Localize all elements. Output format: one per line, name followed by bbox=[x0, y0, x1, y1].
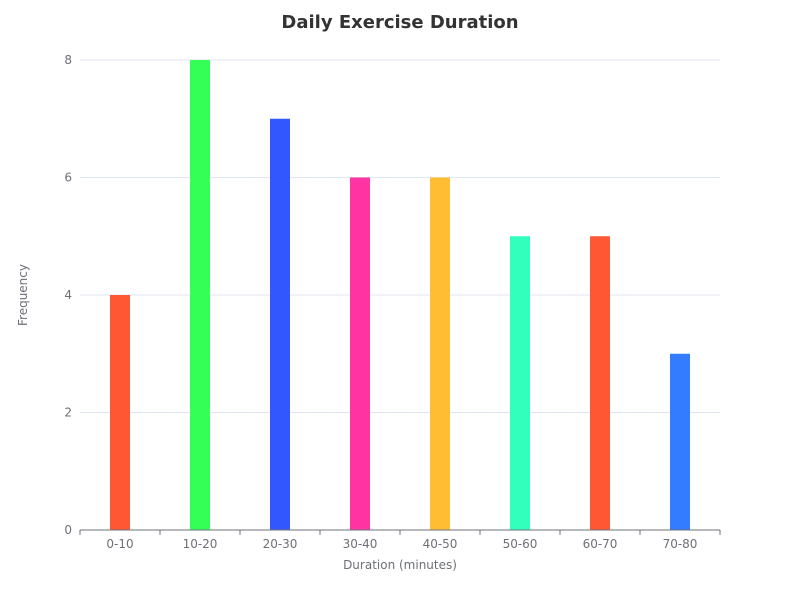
y-axis-ticks: 0 2 4 6 8 bbox=[64, 53, 72, 537]
bars bbox=[110, 60, 690, 530]
bar-30-40 bbox=[350, 177, 370, 530]
x-tick-label: 60-70 bbox=[583, 537, 618, 551]
x-tick-label: 30-40 bbox=[343, 537, 378, 551]
y-tick-label: 6 bbox=[64, 171, 72, 185]
x-tick-label: 0-10 bbox=[106, 537, 133, 551]
bar-40-50 bbox=[430, 177, 450, 530]
y-tick-label: 0 bbox=[64, 523, 72, 537]
y-tick-label: 2 bbox=[64, 406, 72, 420]
x-axis-title: Duration (minutes) bbox=[343, 558, 457, 572]
bar-10-20 bbox=[190, 60, 210, 530]
y-tick-label: 4 bbox=[64, 288, 72, 302]
bar-60-70 bbox=[590, 236, 610, 530]
x-tick-label: 50-60 bbox=[503, 537, 538, 551]
x-axis bbox=[79, 529, 721, 535]
x-tick-label: 70-80 bbox=[663, 537, 698, 551]
x-axis-ticks: 0-10 10-20 20-30 30-40 40-50 50-60 60-70 70-80 bbox=[106, 537, 697, 551]
bar-70-80 bbox=[670, 353, 690, 530]
bar-50-60 bbox=[510, 236, 530, 530]
chart-title: Daily Exercise Duration bbox=[281, 12, 518, 33]
y-axis-title: Frequency bbox=[16, 264, 30, 326]
y-tick-label: 8 bbox=[64, 53, 72, 67]
x-tick-label: 20-30 bbox=[263, 537, 298, 551]
x-tick-label: 10-20 bbox=[183, 537, 218, 551]
x-tick-label: 40-50 bbox=[423, 537, 458, 551]
bar-20-30 bbox=[270, 118, 290, 530]
grid-lines bbox=[80, 59, 720, 413]
bar-0-10 bbox=[110, 295, 130, 530]
